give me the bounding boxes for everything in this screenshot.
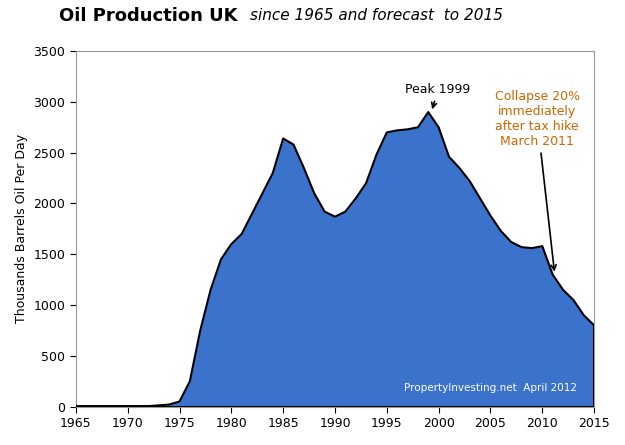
- Y-axis label: Thousands Barrels Oil Per Day: Thousands Barrels Oil Per Day: [15, 134, 28, 324]
- Text: PropertyInvesting.net  April 2012: PropertyInvesting.net April 2012: [404, 384, 577, 393]
- Text: Oil Production UK: Oil Production UK: [59, 7, 238, 24]
- Text: since 1965 and forecast  to 2015: since 1965 and forecast to 2015: [250, 8, 503, 23]
- Text: Peak 1999: Peak 1999: [406, 83, 471, 108]
- Text: Collapse 20%
immediately
after tax hike
March 2011: Collapse 20% immediately after tax hike …: [494, 89, 579, 270]
